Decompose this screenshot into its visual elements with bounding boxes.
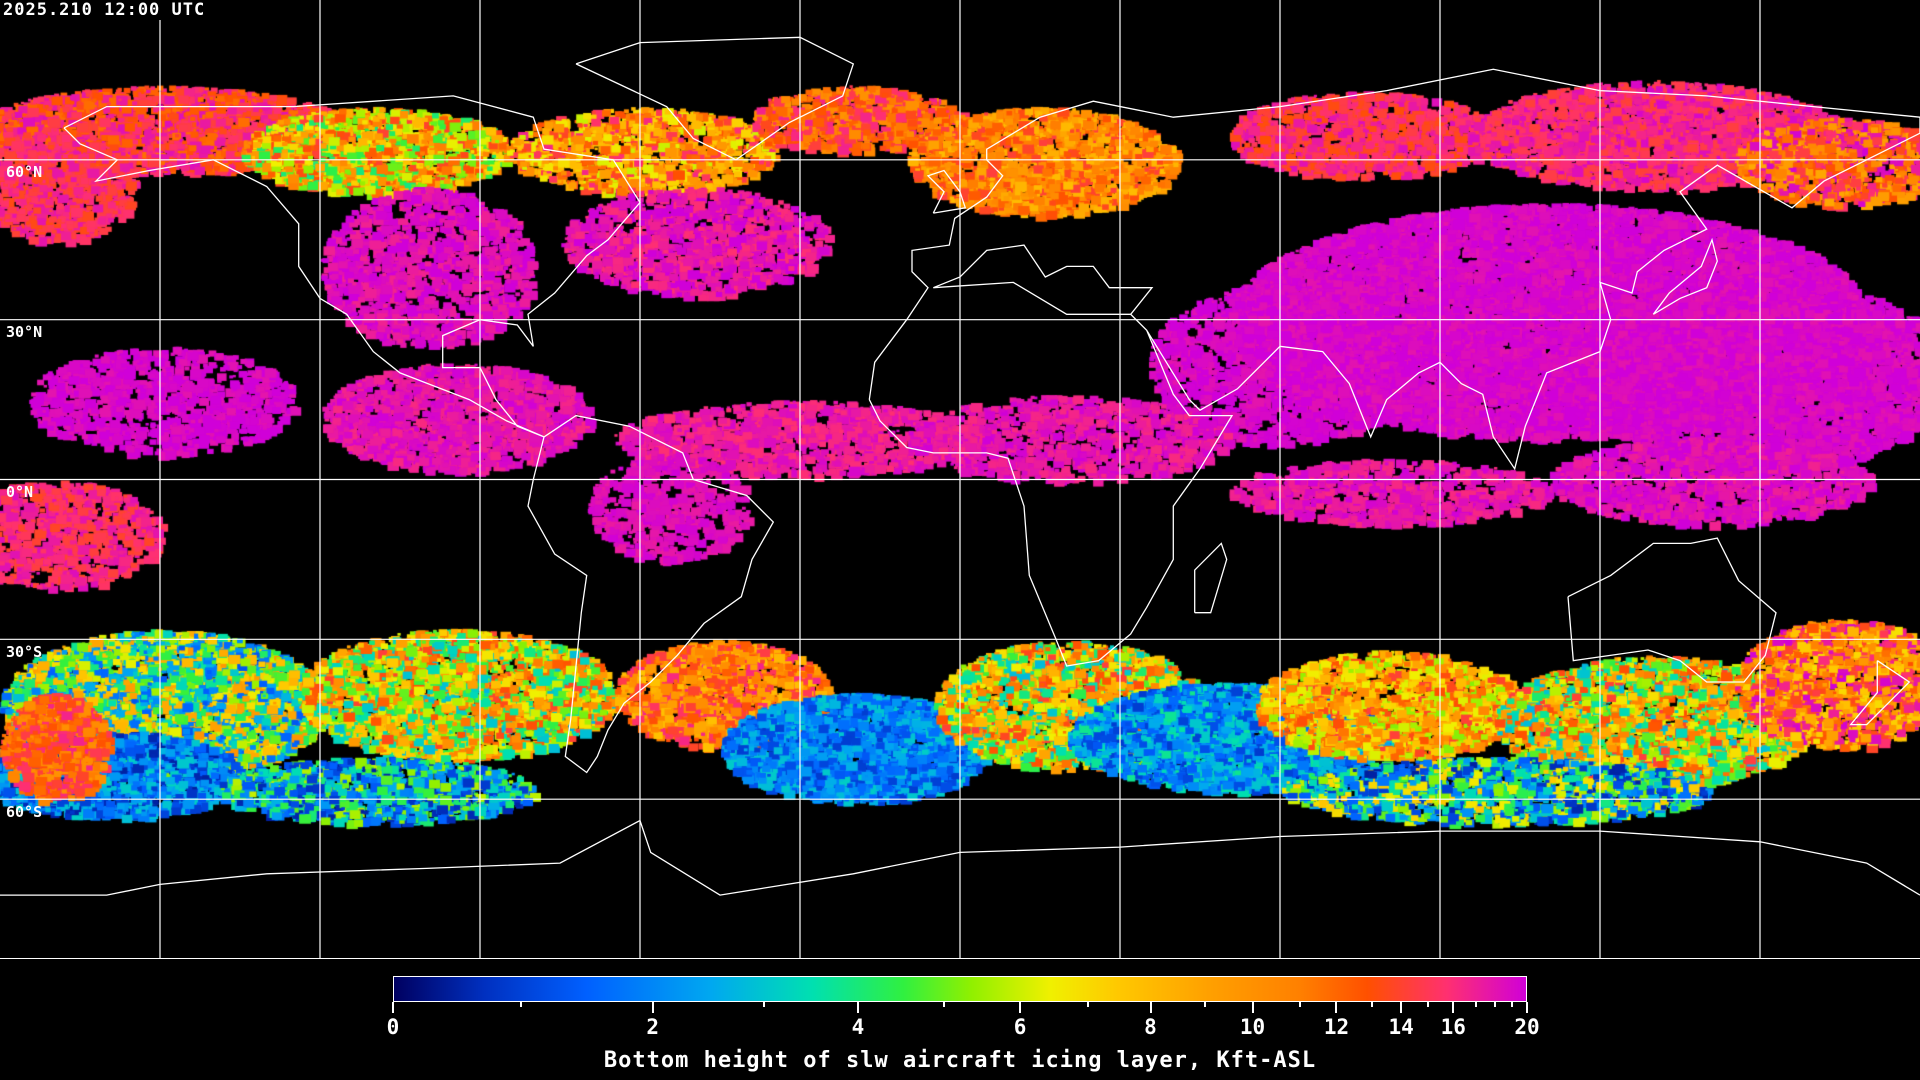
major-tick	[1019, 1002, 1022, 1013]
colorbar	[393, 976, 1527, 1002]
minor-tick	[1370, 1002, 1373, 1007]
minor-tick	[762, 1002, 765, 1007]
lat-label-60n: 60°N	[6, 163, 43, 181]
major-tick	[856, 1002, 859, 1013]
coastline-greenland	[575, 36, 855, 161]
tick-label: 2	[646, 1015, 659, 1039]
minor-tick	[1494, 1002, 1497, 1007]
minor-tick	[1427, 1002, 1430, 1007]
major-tick	[1251, 1002, 1254, 1013]
minor-tick	[1203, 1002, 1206, 1007]
major-tick	[392, 1002, 394, 1013]
lat-label-equator: 0°N	[6, 483, 34, 501]
icing-map: 60°N 30°N 0°N 30°S 60°S	[0, 0, 1920, 959]
minor-tick	[1474, 1002, 1477, 1007]
tick-label: 12	[1323, 1015, 1350, 1039]
major-tick	[1335, 1002, 1338, 1013]
lat-label-30s: 30°S	[6, 643, 43, 661]
major-tick	[1452, 1002, 1455, 1013]
coastline-madagascar	[1194, 542, 1228, 614]
coastline-south-america	[527, 414, 775, 774]
tick-label: 14	[1388, 1015, 1414, 1039]
major-tick	[1149, 1002, 1152, 1013]
tick-label: 6	[1013, 1015, 1027, 1039]
coastline-japan	[1652, 237, 1718, 315]
timestamp: 2025.210 12:00 UTC	[3, 0, 208, 20]
tick-label: 16	[1440, 1015, 1466, 1039]
minor-tick	[1087, 1002, 1090, 1007]
coastline-new-zealand	[1849, 660, 1911, 726]
major-tick	[1526, 1002, 1528, 1013]
tick-label: 4	[851, 1015, 865, 1039]
tick-label: 0	[386, 1015, 400, 1039]
minor-tick	[1299, 1002, 1302, 1007]
coastline-north-america	[63, 95, 641, 438]
coastline-africa-eurasia	[868, 68, 1920, 667]
map-overlay	[0, 0, 1920, 959]
major-tick	[1400, 1002, 1403, 1013]
coastline-antarctica	[0, 819, 1920, 896]
tick-label: 8	[1144, 1015, 1157, 1039]
coastline-uk	[926, 169, 967, 214]
colorbar-title: Bottom height of slw aircraft icing laye…	[603, 1048, 1317, 1073]
minor-tick	[943, 1002, 946, 1007]
major-tick	[651, 1002, 654, 1013]
tick-label: 10	[1239, 1015, 1266, 1039]
lat-label-60s: 60°S	[6, 803, 43, 821]
colorbar-ticks: 0 2 4 6 8 10 12 14 16 20	[387, 1002, 1540, 1042]
lat-label-30n: 30°N	[6, 323, 43, 341]
minor-tick	[1511, 1002, 1514, 1007]
coastline-australia	[1567, 537, 1777, 683]
tick-label: 20	[1514, 1015, 1540, 1039]
minor-tick	[520, 1002, 523, 1007]
